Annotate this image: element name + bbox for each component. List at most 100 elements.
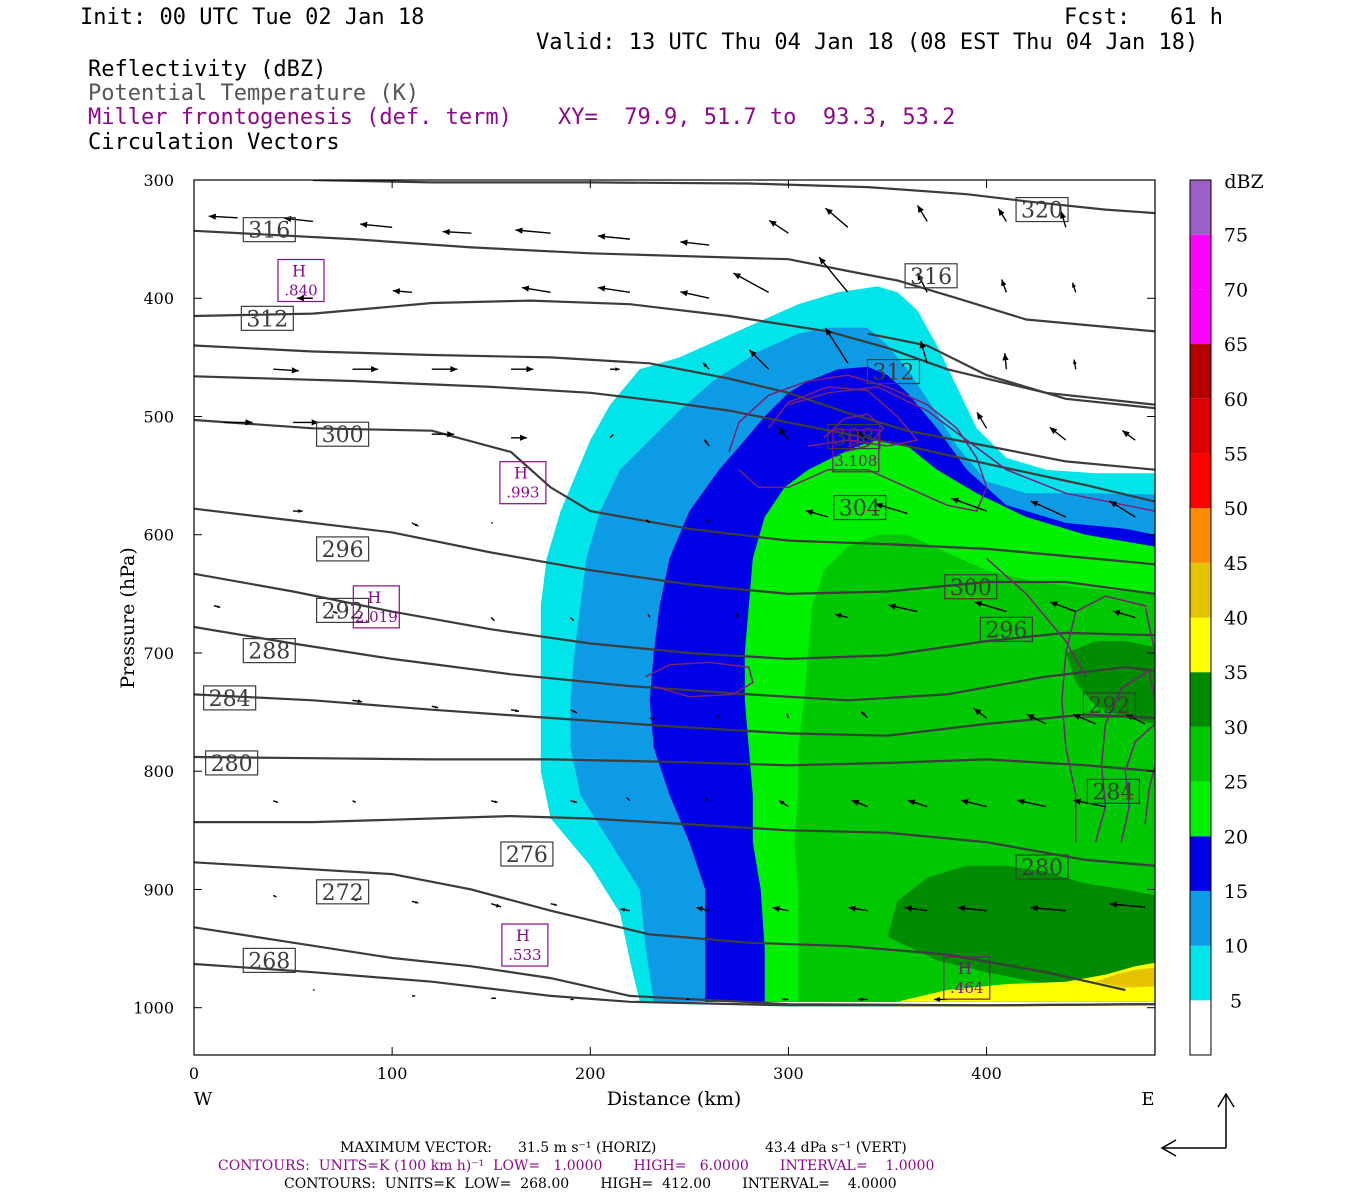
theta-label: 312 xyxy=(866,358,921,386)
vector-head xyxy=(434,705,439,709)
fronto-label-value: 3.108 xyxy=(834,452,877,470)
circulation-vector xyxy=(834,613,849,619)
colorbar-tick-label: 45 xyxy=(1224,553,1248,575)
colorbar-bin-40 xyxy=(1190,562,1211,618)
theta-contour-284 xyxy=(194,755,1155,773)
y-tick-label: 500 xyxy=(143,407,174,426)
circulation-vector xyxy=(957,905,987,912)
circulation-vector xyxy=(907,799,928,808)
circulation-vector xyxy=(1000,279,1008,293)
colorbar-bin-60 xyxy=(1190,344,1211,399)
theta-contour-308 xyxy=(194,344,1155,471)
reflectivity-region-30dbz xyxy=(887,865,1155,1002)
circulation-vector xyxy=(597,233,630,240)
circulation-vector xyxy=(997,208,1007,222)
axes-layer: 300 400 500 600 700 800 900 1000 0 100 200 300 400 xyxy=(133,171,1156,1083)
colorbar-unit: dBZ xyxy=(1224,171,1263,193)
theta-label: 312 xyxy=(240,305,294,332)
vector-head xyxy=(772,905,780,913)
theta-label-text: 312 xyxy=(872,361,914,386)
fronto-label-box xyxy=(277,258,325,303)
theta-label: 272 xyxy=(316,879,370,906)
circulation-vector xyxy=(888,603,918,613)
vector-head xyxy=(705,797,709,800)
fronto-label-value: .840 xyxy=(284,282,317,300)
circulation-vector xyxy=(702,362,710,370)
frontogenesis-max-label: H2.019 xyxy=(352,585,400,629)
circulation-vector xyxy=(442,228,472,236)
frontogenesis-contour xyxy=(1144,765,1155,825)
vector-head xyxy=(520,434,528,441)
colorbar-tick-label: 70 xyxy=(1224,279,1248,301)
vector-head xyxy=(686,998,688,1001)
x-tick-label: 0 xyxy=(189,1064,199,1083)
vector-head xyxy=(858,997,863,1002)
vector-head xyxy=(493,997,497,1000)
colorbar-tick-label: 10 xyxy=(1224,936,1248,958)
theta-label: 316 xyxy=(242,217,296,244)
colorbar-bin-20 xyxy=(1190,781,1211,837)
theta-label-text: 296 xyxy=(322,538,364,563)
frontogenesis-contour xyxy=(986,557,1087,677)
circulation-vector xyxy=(626,797,631,802)
circulation-vector xyxy=(735,612,740,618)
circulation-vector xyxy=(860,711,869,719)
circulation-vector xyxy=(490,902,502,908)
theta-label-text: 276 xyxy=(506,843,548,868)
colorbar-tick-label: 55 xyxy=(1224,443,1248,465)
vector-head xyxy=(705,519,709,522)
theta-label-box xyxy=(944,574,998,600)
circulation-vector xyxy=(273,800,279,804)
vector-head xyxy=(414,523,419,527)
circulation-vector xyxy=(1002,353,1009,370)
theta-label-box xyxy=(1086,778,1140,804)
vector-head xyxy=(492,618,495,621)
vector-head xyxy=(717,714,719,717)
circulation-vector xyxy=(411,995,416,997)
theta-label-box xyxy=(833,494,887,521)
vector-head xyxy=(447,431,455,438)
plot-frame xyxy=(193,179,1156,1056)
theta-contour-272 xyxy=(194,926,1155,1007)
theta-contour-info: CONTOURS: UNITS=K LOW= 268.00 HIGH= 412.… xyxy=(284,1176,897,1192)
fronto-label-value: .464 xyxy=(950,979,983,997)
circulation-vector xyxy=(609,434,614,439)
fronto-label-box xyxy=(943,956,991,1000)
circulation-vector xyxy=(1121,429,1136,441)
vector-head xyxy=(769,220,777,227)
cross-section-endpoints: XY= 79.9, 51.7 to 93.3, 53.2 xyxy=(558,105,956,130)
vector-head xyxy=(495,903,501,908)
circulation-vector xyxy=(352,699,363,704)
theta-contour-320 xyxy=(312,180,1155,215)
vector-head xyxy=(652,717,655,720)
vector-head xyxy=(1001,279,1007,287)
vector-head xyxy=(371,366,379,373)
colorbar-bin-0 xyxy=(1190,1000,1211,1055)
vector-head xyxy=(413,995,416,997)
theta-label-text: 320 xyxy=(1021,199,1063,224)
circulation-vector xyxy=(680,290,710,299)
vector-head xyxy=(648,614,650,617)
circulation-vector xyxy=(825,207,849,228)
vector-head xyxy=(1026,714,1035,721)
circulation-vector xyxy=(352,800,357,804)
theta-label-box xyxy=(316,421,370,447)
vector-head xyxy=(1073,798,1081,805)
vector-head xyxy=(274,895,277,897)
theta-contour-296 xyxy=(194,572,1155,661)
theta-label-text: 280 xyxy=(1021,856,1063,881)
circulation-vector xyxy=(818,256,849,293)
vector-head xyxy=(245,419,253,426)
circulation-vector xyxy=(360,221,393,228)
theta-label-box xyxy=(904,263,958,289)
circulation-vector xyxy=(272,894,277,898)
vector-head xyxy=(515,708,520,713)
fronto-label-letter: H xyxy=(516,926,530,945)
theta-label: 320 xyxy=(1015,196,1069,224)
circulation-vector xyxy=(854,429,869,441)
vector-head xyxy=(357,699,363,704)
vector-head xyxy=(275,800,279,803)
theta-label: 284 xyxy=(1086,778,1140,805)
reflectivity-region-35dbz xyxy=(897,962,1155,1002)
theta-label-text: 288 xyxy=(248,640,290,665)
